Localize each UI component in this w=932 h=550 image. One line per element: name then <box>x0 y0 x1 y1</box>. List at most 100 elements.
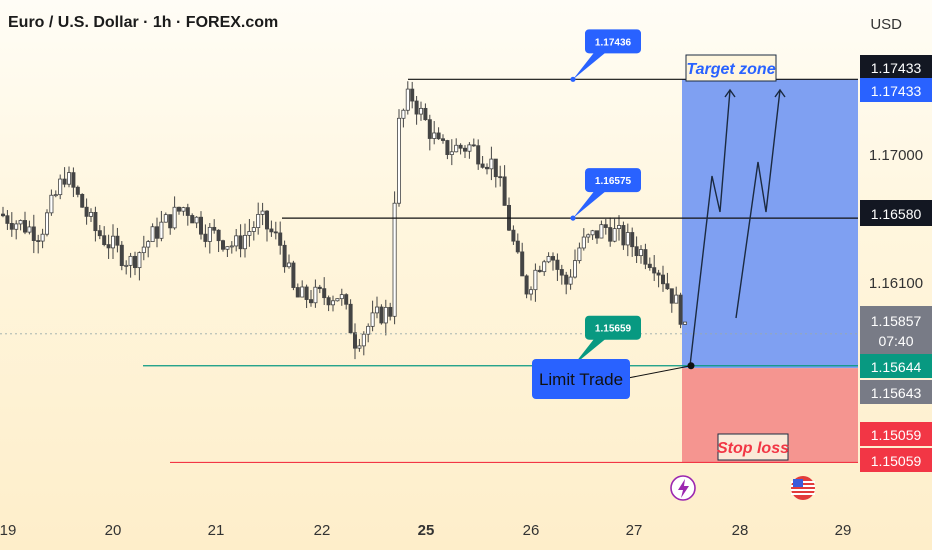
candle-body <box>141 246 146 254</box>
candle-body <box>524 275 529 295</box>
limit-trade-label-box[interactable]: Limit Trade <box>532 359 630 399</box>
callout-resistance-box <box>585 168 641 193</box>
candle-body <box>511 229 516 242</box>
projection-path-2 <box>735 89 781 319</box>
candle-body <box>0 213 6 217</box>
price-tag-box <box>860 354 932 378</box>
limit-trade-box[interactable] <box>532 359 630 399</box>
candle-body <box>617 225 622 230</box>
candle-body <box>62 178 67 185</box>
candle-body <box>18 220 23 225</box>
callout-resistance-pointer <box>573 190 607 219</box>
price-tag-label: 1.15857 <box>871 313 922 329</box>
candle-body <box>603 224 608 228</box>
candle-body <box>661 274 666 285</box>
candle-body <box>652 267 657 274</box>
candle-body <box>326 297 331 306</box>
candle-body <box>247 231 252 236</box>
candle-body <box>683 321 688 325</box>
candle-body <box>146 241 151 248</box>
candle-body <box>181 207 186 212</box>
candle-body <box>414 100 419 115</box>
candle-body <box>669 288 674 304</box>
candle-body <box>370 312 375 327</box>
candle-body <box>383 306 388 324</box>
us-flag-icon[interactable] <box>791 476 815 500</box>
y-tick-label: 1.17000 <box>869 147 923 164</box>
candle-body <box>643 249 648 265</box>
candle-body <box>286 262 291 268</box>
x-tick-label: 21 <box>208 522 225 539</box>
candle-body <box>427 119 432 139</box>
callout-entry-box <box>585 315 641 340</box>
candle-body <box>71 172 76 188</box>
lightning-icon-bolt <box>678 479 689 498</box>
lightning-icon[interactable] <box>670 475 696 501</box>
candle-body <box>207 226 212 242</box>
price-tag-box <box>860 448 932 472</box>
price-tag-label: 1.15643 <box>871 385 922 401</box>
candle-body <box>49 194 54 214</box>
candle-body <box>119 244 124 267</box>
candle-body <box>163 214 168 223</box>
candle-body <box>374 306 379 314</box>
candle-body <box>440 138 445 141</box>
candle-body <box>102 235 107 245</box>
candle-body <box>489 158 494 170</box>
target-zone-box <box>685 54 777 82</box>
candle-body <box>599 224 604 239</box>
candle-body <box>396 117 401 204</box>
x-tick-label: 19 <box>0 522 16 539</box>
candle-body <box>537 269 542 273</box>
candle-body <box>634 246 639 257</box>
candles <box>0 81 688 360</box>
price-tag-box <box>860 380 932 404</box>
candle-body <box>137 252 142 269</box>
candle-body <box>568 276 573 285</box>
candle-body <box>132 255 137 269</box>
price-tag-box <box>860 200 932 226</box>
candle-body <box>159 221 164 239</box>
candle-body <box>339 294 344 300</box>
candle-body <box>515 240 520 253</box>
x-tick-label: 26 <box>523 522 540 539</box>
candle-body <box>357 345 362 349</box>
x-tick-label: 27 <box>626 522 643 539</box>
price-tag: 1.15059 <box>860 422 932 446</box>
candle-body <box>203 233 208 242</box>
price-tag: 1.15643 <box>860 380 932 404</box>
callout-target-box <box>585 29 641 54</box>
candle-body <box>89 211 94 217</box>
candle-body <box>273 231 278 234</box>
candle-body <box>106 244 111 249</box>
candle-body <box>678 294 683 325</box>
candle-body <box>194 216 199 224</box>
price-tag: 1.17433 <box>860 55 932 79</box>
callout-target-label: 1.17436 <box>595 37 632 48</box>
candle-body <box>58 178 63 196</box>
candle-body <box>330 300 335 306</box>
callout-target: 1.17436 <box>570 29 641 82</box>
stop-loss-box <box>717 433 789 461</box>
chart-title: Euro / U.S. Dollar · 1h · FOREX.com <box>8 14 279 31</box>
candle-body <box>595 230 600 239</box>
candle-body <box>317 286 322 290</box>
candle-body <box>432 132 437 139</box>
candle-body <box>115 235 120 246</box>
candle-body <box>282 244 287 268</box>
x-tick-label: 29 <box>835 522 852 539</box>
candle-body <box>75 186 80 195</box>
candle-body <box>529 289 534 295</box>
callout-resistance-dot <box>570 215 576 221</box>
x-tick-label: 20 <box>105 522 122 539</box>
candle-body <box>220 240 225 250</box>
candle-body <box>256 213 261 228</box>
candle-body <box>418 107 423 115</box>
candle-body <box>388 306 393 317</box>
candle-body <box>176 206 181 212</box>
candle-body <box>229 245 234 248</box>
callout-target-dot <box>570 76 576 82</box>
candle-body <box>322 288 327 299</box>
candle-body <box>198 216 203 235</box>
